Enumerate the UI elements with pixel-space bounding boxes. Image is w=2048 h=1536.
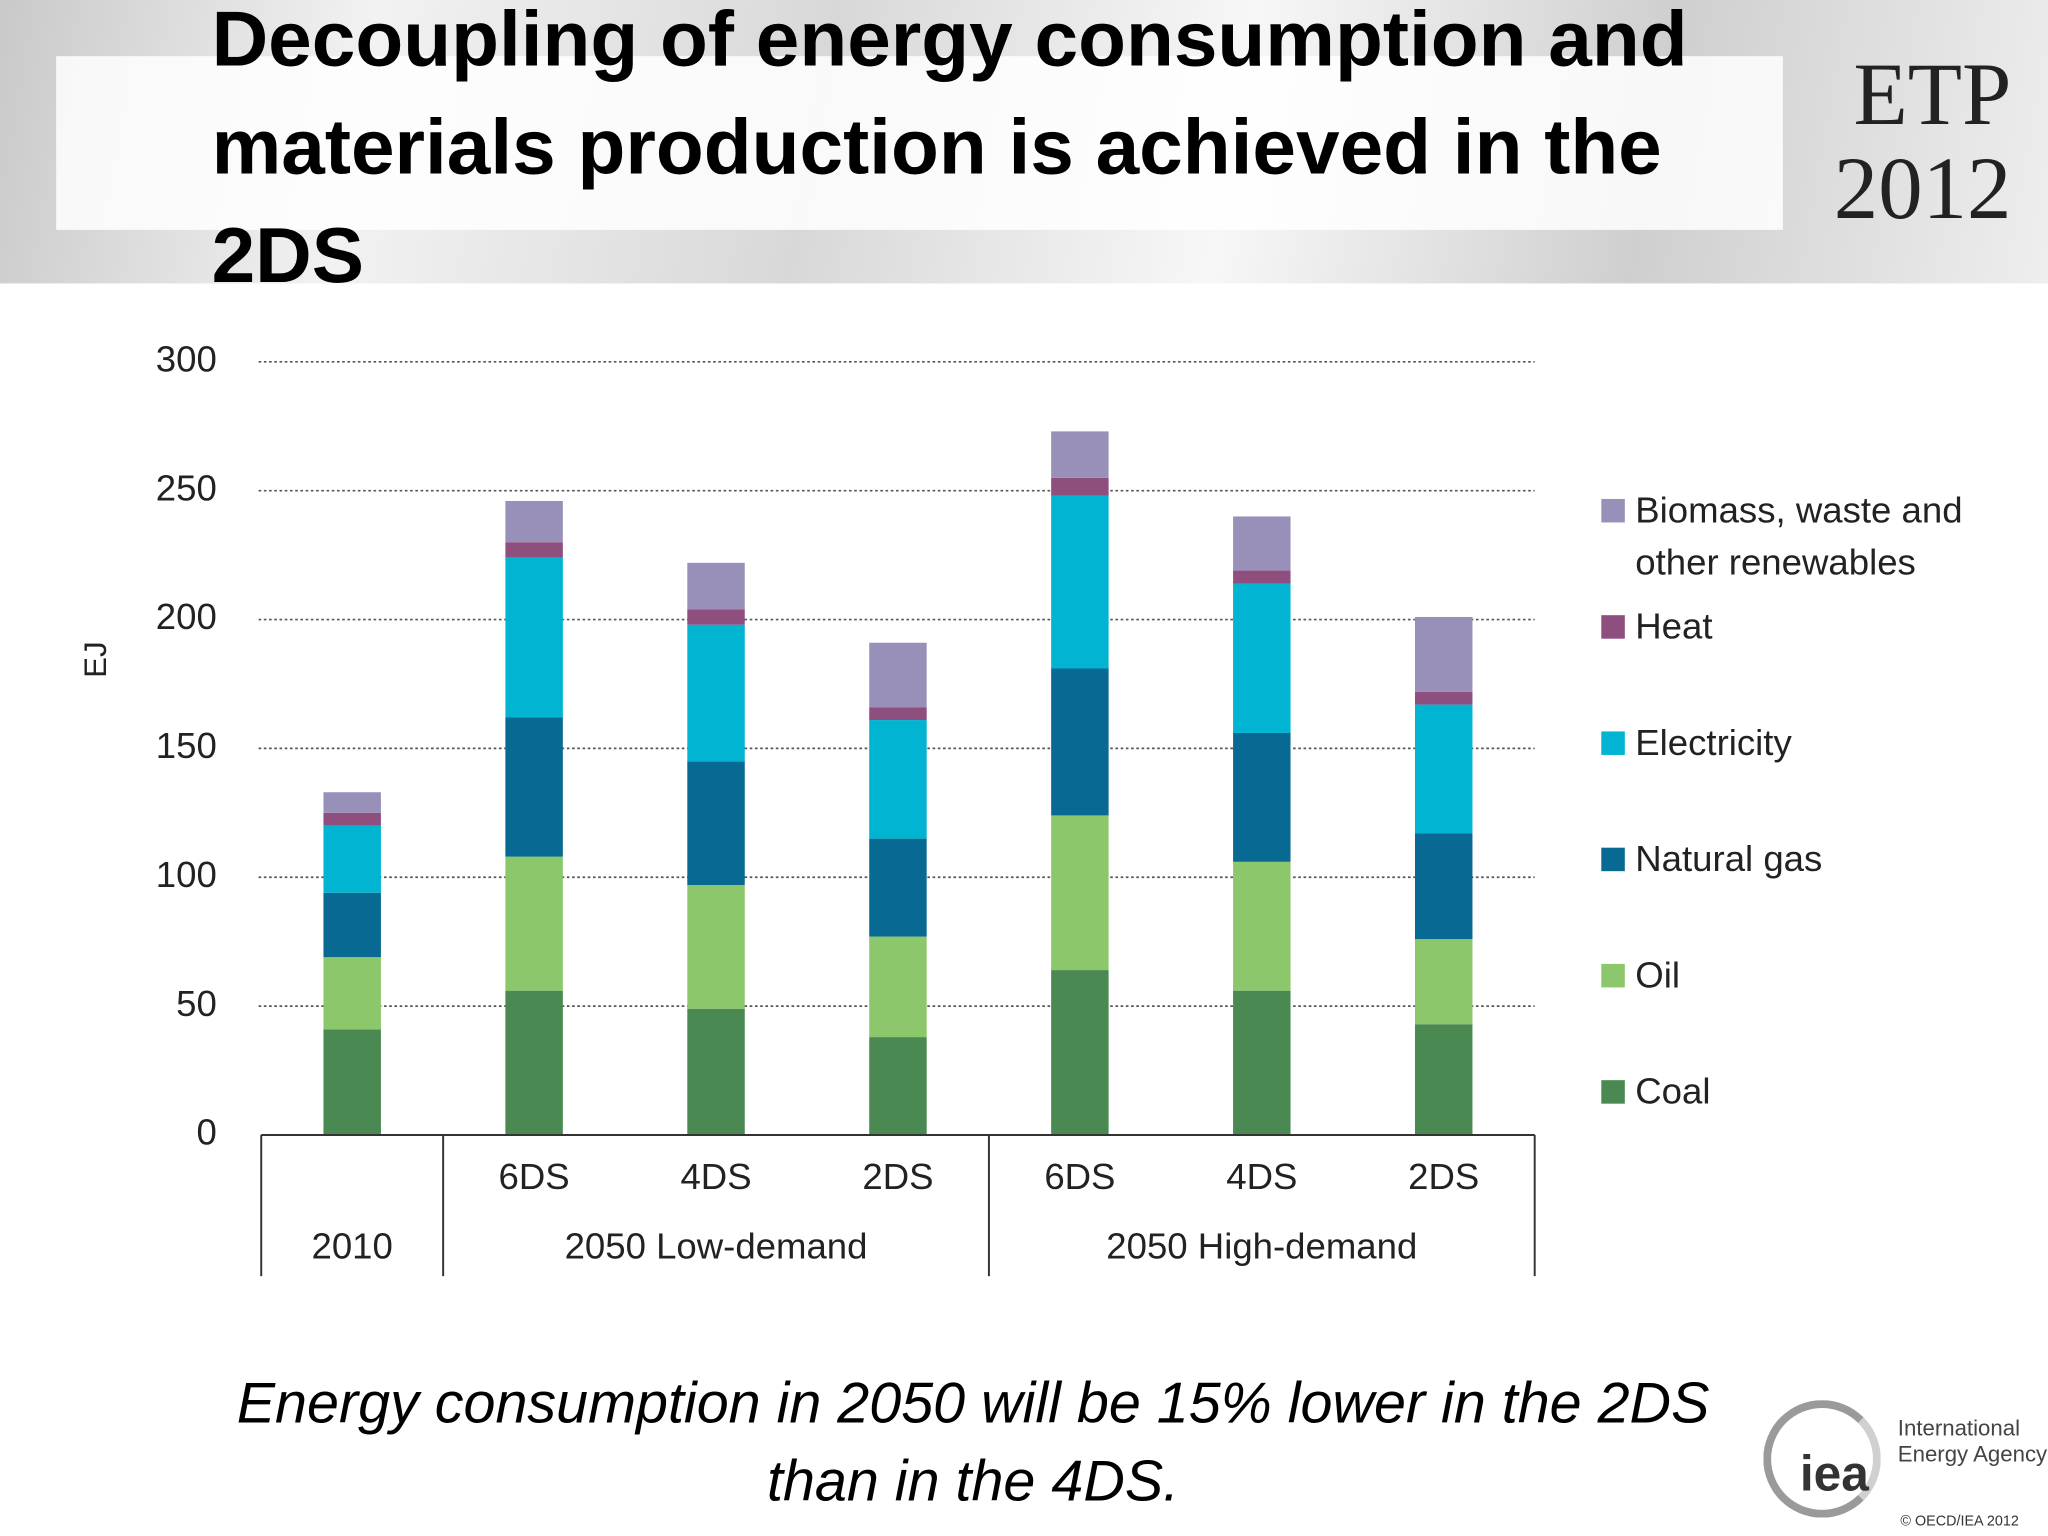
x-tick-label: 4DS: [680, 1156, 751, 1197]
bar-segment: [1233, 583, 1291, 733]
bar-segment: [1414, 833, 1473, 940]
caption: Energy consumption in 2050 will be 15% l…: [236, 1371, 1710, 1514]
logo-text: ETP: [1853, 44, 2012, 144]
agency-line: International: [1897, 1415, 2021, 1441]
legend-label: Biomass, waste and other renewables: [1635, 489, 1963, 583]
bar-segment: [869, 707, 927, 721]
bar-segment: [323, 1029, 381, 1136]
agency-line: Energy Agency: [1897, 1441, 2048, 1467]
bar-segment: [505, 856, 563, 991]
bar-segment: [323, 825, 381, 893]
iea-logo: iea: [1799, 1447, 1869, 1503]
y-tick-label: 150: [156, 725, 217, 766]
legend-swatch: [1601, 847, 1625, 872]
legend-item: Coal: [1601, 1066, 2032, 1118]
y-tick-label: 100: [156, 854, 217, 895]
legend-item: Biomass, waste and other renewables: [1601, 485, 2032, 589]
agency-name: International Energy Agency: [1898, 1416, 2047, 1468]
bar-segment: [323, 892, 381, 958]
legend-swatch: [1601, 498, 1625, 523]
legend-item: Natural gas: [1601, 833, 2032, 885]
legend-swatch: [1601, 731, 1625, 755]
legend-swatch: [1601, 963, 1625, 988]
bar-segment: [1051, 668, 1109, 816]
bar-segment: [869, 1037, 927, 1136]
bar-segment: [323, 792, 381, 813]
bar-segment: [505, 542, 563, 558]
bar-segment: [1051, 970, 1109, 1136]
bar-segment: [1414, 939, 1473, 1025]
legend-item: Electricity: [1601, 717, 2032, 769]
bar-segment: [323, 812, 381, 826]
bar-segment: [1233, 516, 1291, 571]
bar-segment: [1051, 815, 1109, 971]
x-tick-label: 2DS: [862, 1156, 933, 1197]
bar-segment: [323, 957, 381, 1030]
bar-segment: [505, 717, 563, 857]
copyright: © OECD/IEA 2012: [1900, 1513, 2019, 1530]
legend-label: Heat: [1635, 606, 1713, 647]
legend-label: Coal: [1635, 1071, 1711, 1112]
bar-segment: [1414, 1024, 1473, 1136]
group-label: 2010: [312, 1225, 393, 1266]
y-axis-label: EJ: [78, 641, 113, 678]
bar-segment: [687, 761, 745, 886]
bar-segment: [505, 557, 563, 718]
legend-item: Heat: [1601, 601, 2032, 653]
bar-segment: [1051, 477, 1109, 496]
x-tick-label: 2DS: [1408, 1156, 1479, 1197]
bar-segment: [687, 1008, 745, 1136]
bar-segment: [687, 609, 745, 625]
group-label: 2050 Low-demand: [565, 1225, 868, 1266]
y-tick-label: 300: [156, 338, 217, 379]
group-label: 2050 High-demand: [1106, 1225, 1417, 1266]
legend-label: Electricity: [1635, 722, 1792, 763]
bar-segment: [687, 885, 745, 1009]
bar-segment: [1414, 616, 1473, 692]
bar-segment: [1414, 704, 1473, 834]
bar-segment: [869, 642, 927, 708]
y-tick-label: 250: [156, 467, 217, 508]
logo-text: 2012: [1833, 138, 2012, 238]
bar-segment: [1233, 861, 1291, 991]
etp-logo: ETP 2012: [1776, 44, 2012, 238]
legend-label: Oil: [1635, 954, 1680, 996]
bar-segment: [1051, 495, 1109, 669]
header-panel: [56, 56, 1783, 230]
bar-segment: [505, 990, 563, 1136]
bar-segment: [505, 500, 563, 543]
x-tick-label: 6DS: [1044, 1156, 1115, 1197]
bar-segment: [687, 624, 745, 762]
y-tick-label: 50: [176, 983, 217, 1024]
bar-segment: [1233, 570, 1291, 584]
legend-label: Natural gas: [1635, 838, 1823, 880]
slide-title: Decoupling of energy consumption and mat…: [211, 0, 1688, 300]
bar-segment: [1233, 732, 1291, 862]
y-tick-label: 0: [196, 1112, 216, 1153]
legend-swatch: [1601, 615, 1625, 639]
bar-segment: [1051, 431, 1109, 478]
bar-segment: [869, 720, 927, 839]
bar-segment: [869, 838, 927, 937]
legend-swatch: [1601, 1080, 1625, 1104]
y-tick-label: 200: [156, 596, 217, 637]
bar-segment: [1414, 691, 1473, 705]
x-tick-label: 6DS: [499, 1156, 570, 1197]
x-tick-label: 4DS: [1226, 1156, 1297, 1197]
bar-segment: [869, 936, 927, 1038]
bar-segment: [687, 562, 745, 610]
bar-segment: [1233, 990, 1291, 1136]
legend-item: Oil: [1601, 950, 2032, 1002]
iea-logo-ring: [1763, 1400, 1881, 1518]
